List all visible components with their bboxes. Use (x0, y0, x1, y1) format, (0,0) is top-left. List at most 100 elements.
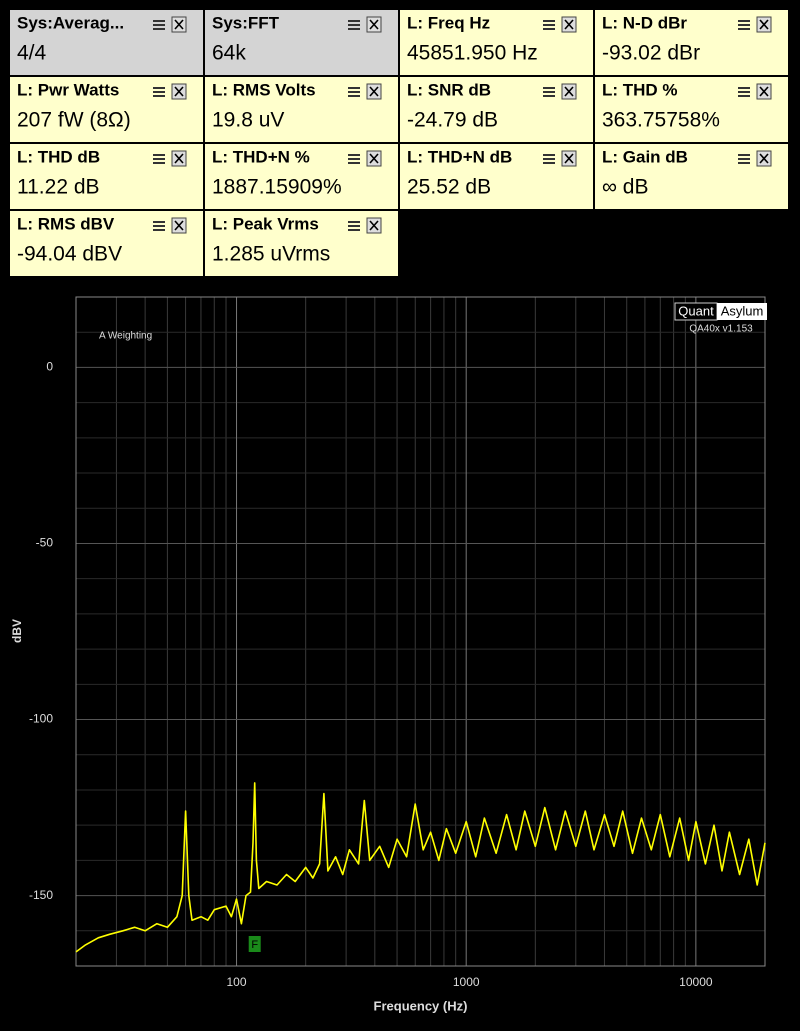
widget: L: THD+N dB 25.52 dB (400, 144, 593, 209)
menu-icon[interactable] (348, 221, 360, 231)
plot-border (75, 296, 766, 967)
widget-title: L: N-D dBr (602, 13, 687, 32)
menu-line (348, 20, 360, 22)
close-button[interactable] (756, 83, 772, 100)
widget: L: THD+N % 1887.15909% (205, 144, 398, 209)
close-button[interactable] (171, 150, 187, 167)
widget-value: 207 fW (8Ω) (17, 109, 131, 132)
widget-header (10, 10, 203, 35)
menu-icon[interactable] (738, 87, 750, 97)
close-button[interactable] (171, 83, 187, 100)
widget-value: 1887.15909% (212, 176, 342, 199)
widget-title: L: THD+N dB (407, 147, 512, 166)
menu-line (153, 158, 165, 160)
menu-line (153, 162, 165, 164)
close-button[interactable] (756, 16, 772, 33)
widget-title: L: RMS Volts (212, 80, 316, 99)
menu-icon[interactable] (543, 87, 555, 97)
close-x (759, 19, 769, 30)
close-x (369, 153, 379, 164)
menu-line (543, 28, 555, 30)
widget: L: SNR dB -24.79 dB (400, 77, 593, 142)
close-button[interactable] (171, 217, 187, 234)
widget-title: Sys:FFT (212, 13, 280, 32)
widget-header (400, 144, 593, 169)
widget-title: L: RMS dBV (17, 214, 115, 233)
menu-line (738, 95, 750, 97)
widget-header (400, 10, 593, 35)
menu-line (543, 91, 555, 93)
close-button[interactable] (561, 150, 577, 167)
widget-value: 25.52 dB (407, 176, 491, 199)
x-tick-label: 1000 (453, 975, 480, 989)
menu-icon[interactable] (153, 154, 165, 164)
menu-icon[interactable] (738, 154, 750, 164)
widget-header (595, 10, 788, 35)
close-x (369, 19, 379, 30)
menu-line (153, 20, 165, 22)
annotation: A Weighting (99, 331, 152, 342)
menu-line (348, 154, 360, 156)
close-x (759, 86, 769, 97)
menu-line (348, 229, 360, 231)
widget-title: L: THD+N % (212, 147, 310, 166)
widget-header (595, 77, 788, 102)
menu-line (348, 221, 360, 223)
menu-line (153, 95, 165, 97)
close-button[interactable] (561, 83, 577, 100)
widget: L: THD dB 11.22 dB (10, 144, 203, 209)
menu-line (153, 225, 165, 227)
x-axis-label: Frequency (Hz) (374, 998, 468, 1013)
menu-line (153, 87, 165, 89)
widget: L: Gain dB ∞ dB (595, 144, 788, 209)
close-x (369, 220, 379, 231)
close-button[interactable] (756, 150, 772, 167)
menu-line (153, 154, 165, 156)
widget: L: RMS dBV -94.04 dBV (10, 211, 203, 276)
widget-title: L: SNR dB (407, 80, 491, 99)
menu-line (153, 91, 165, 93)
widget-header (10, 211, 203, 236)
widget-header (10, 144, 203, 169)
close-button[interactable] (366, 16, 382, 33)
menu-icon[interactable] (543, 154, 555, 164)
menu-icon[interactable] (738, 20, 750, 30)
widget-value: -93.02 dBr (602, 42, 700, 65)
widget: L: THD % 363.75758% (595, 77, 788, 142)
spectrum-line (75, 782, 766, 953)
close-button[interactable] (366, 83, 382, 100)
widget-header (205, 77, 398, 102)
menu-icon[interactable] (348, 87, 360, 97)
menu-icon[interactable] (348, 20, 360, 30)
close-x (564, 86, 574, 97)
menu-line (153, 24, 165, 26)
widget: L: Peak Vrms 1.285 uVrms (205, 211, 398, 276)
widget-title: L: THD % (602, 80, 678, 99)
close-button[interactable] (171, 16, 187, 33)
close-x (759, 153, 769, 164)
menu-line (543, 95, 555, 97)
menu-icon[interactable] (153, 221, 165, 231)
menu-line (153, 229, 165, 231)
close-button[interactable] (366, 217, 382, 234)
logo-right: Asylum (721, 303, 764, 318)
widget-value: ∞ dB (602, 176, 649, 199)
menu-line (738, 91, 750, 93)
menu-line (348, 28, 360, 30)
widget-title: L: Gain dB (602, 147, 688, 166)
widget-title: L: Pwr Watts (17, 80, 119, 99)
widget-value: -94.04 dBV (17, 243, 122, 266)
close-button[interactable] (561, 16, 577, 33)
menu-icon[interactable] (543, 20, 555, 30)
menu-icon[interactable] (153, 87, 165, 97)
widget-value: 11.22 dB (17, 176, 100, 199)
version: QA40x v1.153 (689, 324, 753, 335)
widget: L: RMS Volts 19.8 uV (205, 77, 398, 142)
marker-box[interactable] (248, 936, 261, 952)
menu-icon[interactable] (348, 154, 360, 164)
menu-line (738, 87, 750, 89)
menu-icon[interactable] (153, 20, 165, 30)
widget-title: Sys:Averag... (17, 13, 124, 32)
close-button[interactable] (366, 150, 382, 167)
